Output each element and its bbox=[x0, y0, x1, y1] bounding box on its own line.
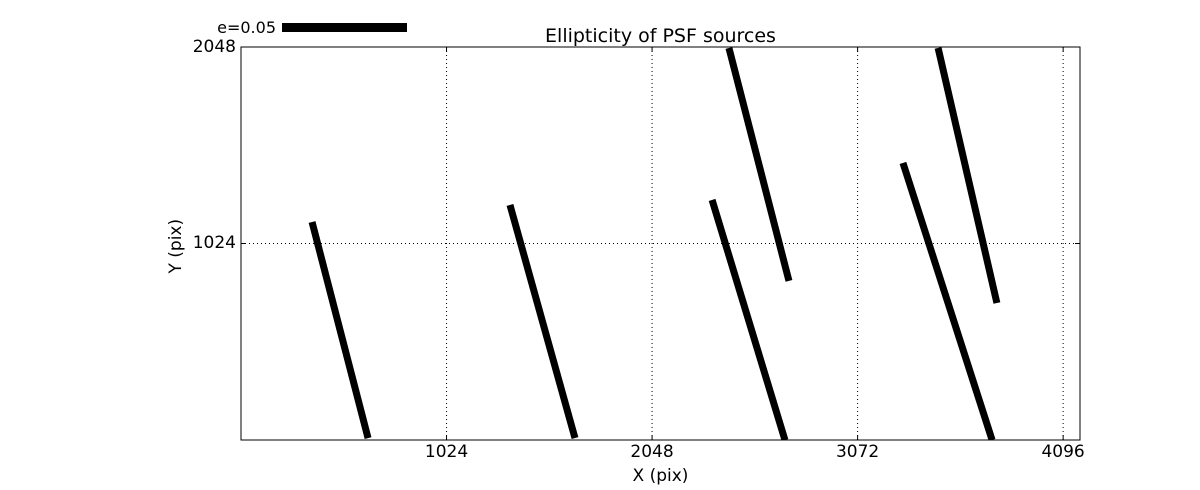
x-tick-label: 3072 bbox=[835, 442, 880, 462]
x-tick-label: 2048 bbox=[630, 442, 674, 462]
x-axis-label: X (pix) bbox=[632, 466, 689, 486]
x-tick-label: 4096 bbox=[1041, 442, 1085, 462]
y-tick-label: 2048 bbox=[192, 36, 236, 57]
y-tick-label: 1024 bbox=[192, 233, 236, 253]
whisker-segment bbox=[708, 198, 789, 440]
legend-label: e=0.05 bbox=[217, 18, 276, 37]
whisker-group bbox=[308, 47, 1001, 440]
whisker-segment bbox=[308, 221, 372, 439]
whisker-segment bbox=[899, 161, 996, 440]
whisker-segment bbox=[725, 47, 793, 282]
whisker-segment bbox=[506, 203, 579, 440]
legend-bar bbox=[282, 23, 407, 32]
whisker-segment bbox=[934, 47, 1001, 304]
chart-title: Ellipticity of PSF sources bbox=[545, 25, 776, 47]
x-tick-label: 1024 bbox=[424, 442, 469, 462]
